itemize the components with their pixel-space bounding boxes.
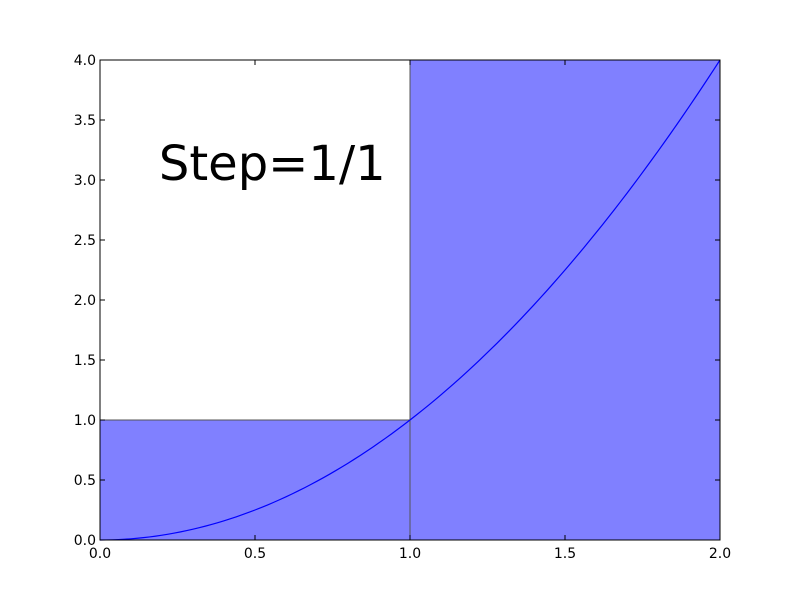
curve-x-squared <box>99 59 721 541</box>
y-tick-label: 1.0 <box>74 413 96 429</box>
ticks-layer <box>99 59 721 541</box>
x-tick-labels: 0.0 0.5 1.0 1.5 2.0 <box>89 546 731 562</box>
x-tick-label: 1.5 <box>554 546 576 562</box>
y-tick-label: 2.5 <box>74 233 96 249</box>
step-bar-2 <box>409 59 721 541</box>
y-tick-label: 0.0 <box>74 533 96 549</box>
annotation-layer: Step=1/1 <box>159 136 386 192</box>
y-tick-label: 1.5 <box>74 353 96 369</box>
x-tick-label: 0.5 <box>244 546 266 562</box>
step-bar-1 <box>99 419 411 541</box>
bars-layer <box>99 59 721 541</box>
y-tick-label: 0.5 <box>74 473 96 489</box>
y-tick-label: 3.0 <box>74 173 96 189</box>
y-tick-labels: 0.0 0.5 1.0 1.5 2.0 2.5 3.0 3.5 4.0 <box>74 53 96 549</box>
x-tick-label: 0.0 <box>89 546 111 562</box>
curve-layer <box>99 59 721 541</box>
step-annotation: Step=1/1 <box>159 136 386 192</box>
x-tick-label: 1.0 <box>399 546 421 562</box>
y-tick-label: 3.5 <box>74 113 96 129</box>
y-tick-label: 2.0 <box>74 293 96 309</box>
y-tick-label: 4.0 <box>74 53 96 69</box>
x-tick-label: 2.0 <box>709 546 731 562</box>
